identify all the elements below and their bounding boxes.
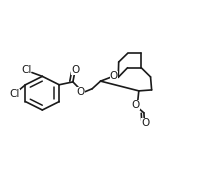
Text: Cl: Cl	[21, 65, 31, 75]
Text: O: O	[76, 87, 84, 97]
Text: O: O	[131, 100, 140, 110]
Text: O: O	[110, 71, 118, 81]
Text: O: O	[141, 118, 149, 128]
Text: Cl: Cl	[9, 89, 19, 99]
Text: O: O	[71, 65, 80, 75]
